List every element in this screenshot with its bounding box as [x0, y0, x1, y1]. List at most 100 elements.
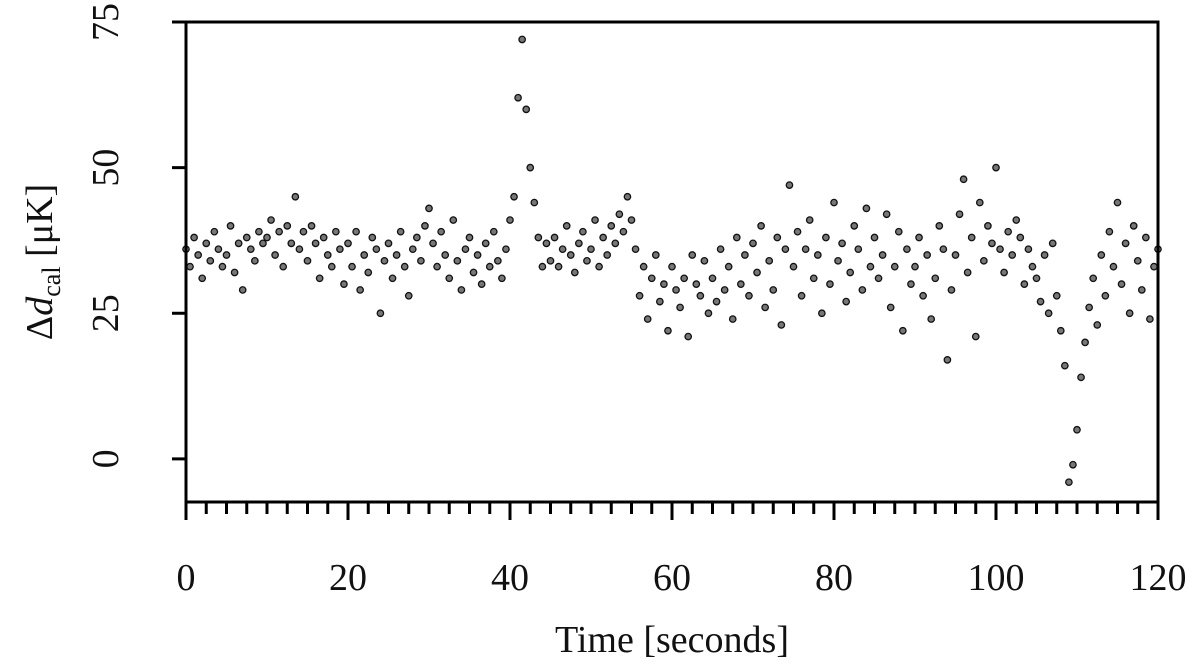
- data-point: [271, 251, 279, 259]
- data-point: [417, 256, 425, 265]
- data-point: [562, 222, 571, 230]
- data-point: [1052, 291, 1061, 300]
- data-point: [777, 321, 786, 329]
- data-point: [186, 262, 194, 271]
- data-point: [680, 274, 689, 283]
- plot-frame: [184, 20, 1160, 504]
- data-point: [392, 251, 401, 259]
- data-point: [591, 216, 599, 224]
- data-point: [911, 262, 919, 271]
- data-point: [336, 245, 344, 254]
- data-point: [850, 222, 859, 230]
- data-point: [793, 227, 802, 236]
- data-point: [388, 274, 397, 283]
- y-tick-label: 50: [85, 149, 127, 187]
- data-point: [445, 274, 454, 283]
- data-point: [967, 233, 976, 242]
- data-point: [672, 286, 680, 294]
- data-point: [502, 245, 510, 254]
- data-point: [263, 233, 271, 242]
- data-point: [433, 262, 441, 271]
- data-point: [238, 286, 247, 294]
- data-point: [822, 233, 830, 242]
- data-point: [769, 286, 778, 294]
- data-point: [291, 192, 300, 201]
- data-point: [226, 222, 235, 230]
- data-point: [923, 251, 932, 259]
- data-point: [1065, 478, 1073, 487]
- data-point: [522, 105, 531, 114]
- data-point: [927, 315, 936, 323]
- data-point: [797, 291, 806, 300]
- data-point: [696, 291, 705, 300]
- data-point: [801, 245, 810, 254]
- data-point: [311, 239, 320, 248]
- data-point: [749, 239, 757, 248]
- data-point: [1109, 262, 1118, 271]
- y-tick-label: 0: [85, 449, 127, 468]
- data-point: [595, 262, 603, 271]
- data-point: [307, 222, 316, 230]
- data-point: [429, 239, 437, 248]
- data-point: [655, 297, 664, 306]
- data-point: [246, 245, 255, 254]
- data-point: [566, 251, 575, 259]
- data-point: [408, 245, 417, 254]
- data-point: [441, 251, 450, 259]
- data-point: [603, 251, 612, 259]
- data-point: [1146, 315, 1154, 323]
- data-point: [676, 303, 684, 312]
- data-point: [631, 245, 640, 254]
- data-point: [299, 227, 308, 236]
- data-point: [372, 245, 381, 254]
- data-point: [275, 227, 283, 236]
- data-point: [368, 233, 377, 242]
- data-point: [988, 239, 996, 248]
- data-point: [1089, 274, 1098, 283]
- data-point: [1056, 326, 1065, 335]
- data-point: [210, 227, 219, 236]
- data-point: [348, 262, 356, 271]
- data-point: [344, 239, 352, 248]
- data-point: [651, 251, 660, 259]
- data-point: [380, 256, 389, 265]
- data-point: [692, 280, 701, 288]
- x-tick-label: 80: [815, 557, 853, 599]
- data-point: [647, 274, 656, 283]
- data-point: [878, 251, 887, 259]
- data-point: [1008, 251, 1017, 259]
- data-point: [862, 204, 871, 213]
- data-point: [688, 251, 697, 259]
- x-axis-label: Time [seconds]: [555, 619, 789, 661]
- data-point: [619, 227, 628, 236]
- data-point: [530, 198, 539, 207]
- data-point: [437, 227, 445, 236]
- data-point: [477, 280, 486, 288]
- x-tick-label: 40: [491, 557, 529, 599]
- data-point: [194, 251, 202, 259]
- data-point: [992, 163, 1000, 172]
- y-label-unit: [μK]: [19, 184, 61, 267]
- data-point: [898, 326, 907, 335]
- data-point: [984, 222, 992, 230]
- data-point: [234, 239, 243, 248]
- data-point: [643, 315, 652, 323]
- data-point: [579, 227, 587, 236]
- data-point: [376, 309, 385, 318]
- data-point: [611, 239, 620, 248]
- data-point: [716, 245, 725, 254]
- data-point: [587, 245, 595, 254]
- data-point: [546, 256, 555, 265]
- data-point: [834, 256, 842, 265]
- data-point: [583, 256, 591, 265]
- data-point: [955, 210, 964, 219]
- data-point: [465, 233, 474, 242]
- data-point: [498, 274, 506, 283]
- x-tick-label: 120: [1130, 557, 1187, 599]
- data-point: [242, 233, 251, 242]
- data-point: [1121, 239, 1130, 248]
- data-point: [473, 251, 482, 259]
- y-label-var: d: [19, 296, 61, 316]
- data-point: [1105, 227, 1114, 236]
